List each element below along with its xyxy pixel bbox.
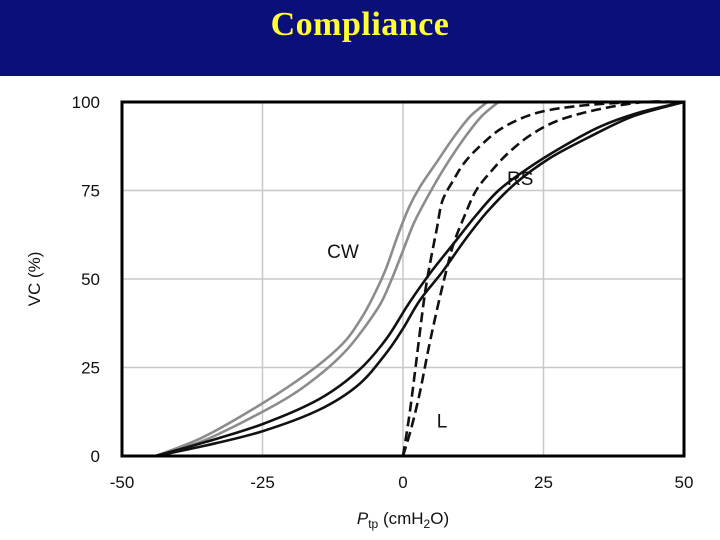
x-axis-label-main: P bbox=[357, 509, 369, 528]
grid-layer bbox=[122, 102, 684, 456]
series-line-unnamed-5 bbox=[401, 100, 685, 457]
curve-layer bbox=[155, 100, 685, 458]
x-tick-label: -25 bbox=[250, 473, 275, 492]
x-axis-label-rest: (cmH bbox=[378, 509, 423, 528]
y-tick-label: 25 bbox=[81, 359, 100, 378]
x-tick-label: 0 bbox=[398, 473, 407, 492]
series-line-rs bbox=[155, 100, 685, 458]
y-tick-label: 75 bbox=[81, 182, 100, 201]
y-axis-label: VC (%) bbox=[25, 252, 44, 307]
y-tick-label: 0 bbox=[91, 447, 100, 466]
x-axis-label-end: O) bbox=[430, 509, 449, 528]
x-axis-label: Ptp (cmH2O) bbox=[357, 509, 449, 531]
curve-label-rs: RS bbox=[507, 169, 533, 190]
slide-title: Compliance bbox=[270, 6, 450, 43]
plot-frame bbox=[120, 100, 686, 458]
x-tick-label: 25 bbox=[534, 473, 553, 492]
curve-label-cw: CW bbox=[327, 242, 359, 263]
tick-layer: -50 -25 0 25 50 0 25 50 75 100 bbox=[72, 93, 694, 492]
series-line-l bbox=[401, 100, 685, 457]
series-line-unnamed-1 bbox=[155, 100, 500, 458]
y-tick-label: 50 bbox=[81, 270, 100, 289]
x-tick-label: 50 bbox=[675, 473, 694, 492]
series-line-cw bbox=[155, 100, 489, 458]
y-tick-label: 100 bbox=[72, 93, 100, 112]
x-axis-label-sub2: 2 bbox=[424, 517, 431, 531]
x-axis-label-sub: tp bbox=[368, 517, 378, 531]
slide-banner: Compliance bbox=[0, 0, 720, 76]
x-tick-label: -50 bbox=[110, 473, 135, 492]
curve-label-layer: CW RS L bbox=[327, 169, 533, 432]
series-line-unnamed-3 bbox=[155, 100, 685, 458]
curve-label-l: L bbox=[437, 412, 448, 433]
